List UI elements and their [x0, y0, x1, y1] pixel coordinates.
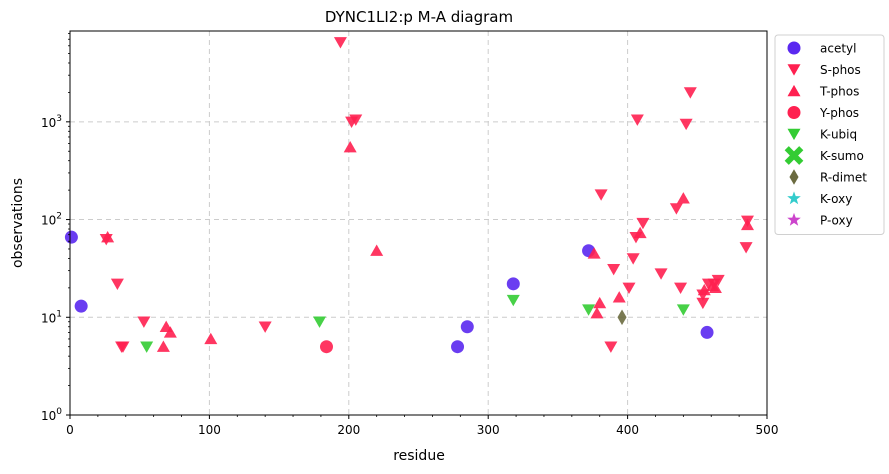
legend-marker-k-ubiq [787, 128, 801, 141]
legend-label: P-oxy [820, 214, 853, 228]
legend-label: K-sumo [820, 149, 864, 163]
x-tick-label: 500 [756, 423, 779, 437]
y-tick-label: 103 [41, 114, 62, 130]
data-point-s-phos [349, 114, 363, 126]
data-point-s-phos [696, 297, 710, 310]
data-point-t-phos [101, 231, 115, 243]
x-tick-label: 300 [477, 423, 500, 437]
data-point-s-phos [674, 282, 688, 295]
legend-marker-t-phos [787, 84, 801, 97]
data-point-t-phos [676, 192, 690, 204]
legend-label: K-ubiq [820, 128, 857, 142]
data-point-acetyl [700, 325, 714, 339]
data-point-k-ubiq [582, 304, 596, 316]
data-point-k-ubiq [676, 304, 690, 316]
data-point-s-phos [683, 87, 697, 99]
data-point-s-phos [626, 253, 640, 265]
data-point-s-phos [636, 217, 650, 230]
chart-title: DYNC1LI2:p M-A diagram [325, 8, 513, 26]
data-point-t-phos [740, 218, 754, 231]
data-point-k-ubiq [506, 294, 520, 307]
data-point-t-phos [370, 244, 384, 256]
data-point-t-phos [612, 291, 626, 303]
data-point-s-phos [679, 118, 693, 131]
data-point-s-phos [110, 278, 124, 290]
data-point-t-phos [163, 326, 177, 338]
axis-ticks: 0 100 200 300 400 500 100 101 102 103 [41, 33, 779, 437]
legend-label: T-phos [819, 85, 859, 99]
data-point-t-phos [590, 307, 604, 319]
legend-box [774, 34, 885, 235]
data-point-t-phos [587, 247, 601, 259]
data-point-s-phos [711, 274, 725, 287]
data-point-s-phos [594, 189, 608, 201]
legend-label: S-phos [820, 63, 861, 77]
data-point-y-phos [319, 340, 333, 354]
data-point-acetyl [64, 230, 78, 244]
data-point-k-ubiq [140, 341, 154, 353]
data-point-t-phos [697, 283, 711, 296]
data-point-t-phos [593, 296, 607, 309]
data-point-s-phos [739, 242, 753, 254]
data-point-s-phos [622, 282, 636, 295]
x-tick-label: 200 [337, 423, 360, 437]
data-point-t-phos [633, 226, 647, 239]
x-tick-label: 100 [198, 423, 221, 437]
legend-label: acetyl [820, 42, 856, 56]
legend-marker-k-oxy [787, 191, 801, 205]
legend-label: K-oxy [820, 192, 852, 206]
y-tick-label: 102 [41, 212, 62, 228]
data-point-r-dimet [617, 309, 627, 326]
legend: acetyl S-phos T-phos Y-phos K-ubiq K-sumo R-di… [774, 34, 885, 235]
data-point-acetyl [74, 299, 88, 313]
data-point-acetyl [451, 340, 465, 354]
y-axis-label: observations [10, 178, 26, 268]
y-tick-label: 101 [41, 309, 62, 325]
legend-marker-y-phos [787, 106, 801, 119]
data-point-s-phos [258, 321, 272, 333]
legend-label: Y-phos [819, 106, 859, 120]
legend-marker-k-sumo [784, 146, 804, 165]
data-point-s-phos [604, 341, 618, 353]
data-point-k-ubiq [313, 316, 327, 328]
legend-marker-acetyl [787, 41, 801, 55]
x-axis-label: residue [393, 448, 445, 464]
data-point-s-phos [630, 114, 644, 126]
legend-marker-r-dimet [789, 169, 799, 185]
data-points [64, 37, 754, 354]
data-point-s-phos [607, 264, 621, 276]
y-tick-label: 100 [41, 407, 62, 423]
data-point-acetyl [506, 277, 520, 291]
data-point-s-phos [654, 268, 668, 280]
legend-marker-s-phos [787, 64, 801, 76]
data-point-t-phos [204, 332, 218, 345]
legend-marker-p-oxy [787, 212, 801, 226]
data-point-s-phos [669, 203, 683, 215]
data-point-s-phos [137, 316, 151, 328]
legend-label: R-dimet [820, 171, 867, 185]
data-point-acetyl [460, 320, 474, 334]
data-point-t-phos [708, 281, 722, 294]
grid [69, 31, 768, 415]
data-point-t-phos [156, 340, 170, 352]
x-tick-label: 400 [616, 423, 639, 437]
data-point-s-phos [116, 341, 130, 353]
x-tick-label: 0 [66, 423, 74, 437]
plot-frame [69, 30, 768, 416]
data-point-s-phos [333, 37, 347, 49]
data-point-t-phos [343, 141, 357, 153]
